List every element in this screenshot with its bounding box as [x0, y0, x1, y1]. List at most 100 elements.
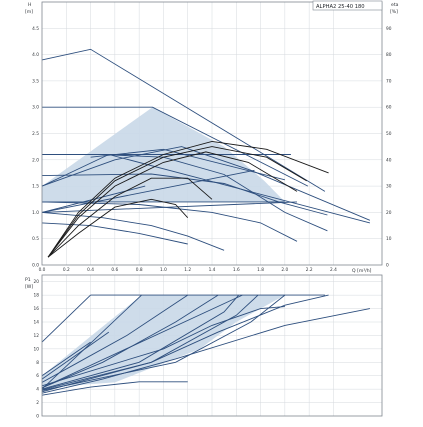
efficiency-axis-unit: [%] [390, 9, 398, 15]
x-tick-label: 1.6 [233, 267, 240, 273]
power-curve [41, 294, 286, 391]
y2-tick-label: 40 [386, 157, 392, 163]
y2-tick-label: 70 [386, 78, 392, 84]
y2-tick-label: 80 [386, 52, 392, 58]
y2-tick-label: 20 [386, 210, 392, 216]
y-tick-label: 0.0 [32, 263, 39, 269]
head-curves [41, 48, 371, 251]
efficiency-axis-symbol: eta [391, 2, 399, 8]
power-operating-area [42, 295, 285, 388]
x-tick-label: 1.0 [160, 267, 167, 273]
efficiency-curves [47, 140, 329, 258]
y-tick-label: 4 [36, 387, 39, 393]
y2-tick-label: 50 [386, 131, 392, 137]
head-curve [41, 173, 328, 216]
efficiency-curve [47, 140, 329, 258]
y-tick-label: 2 [36, 400, 39, 406]
power-plot-frame [41, 274, 383, 417]
power-curve [41, 294, 329, 393]
y2-tick-label: 30 [386, 184, 392, 190]
flow-axis-label: Q [m³/h] [352, 268, 372, 274]
control-line [41, 169, 255, 213]
model-label-box [312, 0, 383, 11]
y-tick-label: 4.0 [32, 52, 39, 58]
control-line [41, 154, 109, 187]
x-tick-label: 2.0 [281, 267, 288, 273]
y2-tick-label: 60 [386, 105, 392, 111]
efficiency-curve [47, 198, 189, 258]
head-curve [41, 211, 225, 251]
y2-tick-label: 10 [386, 236, 392, 242]
power-curve [41, 308, 370, 394]
y-tick-label: 10 [34, 346, 40, 352]
model-label: ALPHA2 25-40 180 [316, 4, 365, 10]
y-tick-label: 1.5 [32, 184, 39, 190]
head-plot-frame [41, 1, 383, 266]
power-axis-unit: [W] [25, 284, 33, 290]
y-tick-label: 0.5 [32, 236, 39, 242]
x-tick-label: 1.2 [184, 267, 191, 273]
power-curve [41, 294, 188, 383]
y-tick-label: 2.5 [32, 131, 39, 137]
head-x-tick-labels: 0.0 0.2 0.4 0.6 0.8 1.0 1.2 1.4 1.6 1.8 2.0 2.2 2.4 [39, 267, 338, 273]
y-tick-label: 0 [36, 414, 39, 420]
y-tick-label: 6 [36, 373, 39, 379]
control-line [41, 185, 146, 213]
y-tick-label: 8 [36, 360, 39, 366]
x-tick-label: 0.6 [111, 267, 118, 273]
head-axis-unit: [m] [25, 9, 33, 15]
power-curves [41, 294, 370, 396]
y-tick-label: 1.0 [32, 210, 39, 216]
head-panel: 0.0 0.2 0.4 0.6 0.8 1.0 1.2 1.4 1.6 1.8 2.0 2.2 2.4 … [25, 0, 399, 274]
y-tick-label: 20 [34, 279, 40, 285]
y-tick-label: 3.5 [32, 78, 39, 84]
efficiency-curve [47, 151, 298, 258]
head-curve [41, 222, 188, 245]
head-axis-symbol: H [28, 2, 31, 8]
power-curve [41, 381, 188, 396]
x-tick-label: 2.4 [330, 267, 337, 273]
head-y-tick-labels: 0.0 0.5 1.0 1.5 2.0 2.5 3.0 3.5 4.0 4.5 [32, 26, 39, 269]
x-tick-label: 0.8 [136, 267, 143, 273]
y-tick-label: 2.0 [32, 157, 39, 163]
head-curve [42, 106, 309, 187]
y2-tick-label: 90 [386, 26, 392, 32]
control-line [41, 201, 298, 213]
x-tick-label: 0.0 [39, 267, 46, 273]
y-tick-label: 4.5 [32, 26, 39, 32]
control-line [41, 341, 91, 377]
power-axis-symbol: P1 [25, 277, 31, 283]
y-tick-label: 18 [34, 293, 40, 299]
x-tick-label: 2.2 [306, 267, 313, 273]
y2-tick-label: 0 [386, 263, 389, 269]
power-curve [41, 294, 91, 343]
x-tick-label: 1.4 [209, 267, 216, 273]
power-curve [41, 306, 285, 387]
head-operating-area [42, 107, 285, 213]
operating-area-fill [42, 107, 285, 213]
power-panel: 0 2 4 6 8 10 12 14 16 18 20 P1 [W] [25, 274, 383, 420]
y-tick-label: 12 [34, 333, 40, 339]
x-tick-label: 0.4 [87, 267, 94, 273]
head-curve [41, 201, 298, 242]
power-curve [41, 294, 240, 390]
head-curve [41, 48, 326, 192]
head-curve [41, 146, 371, 221]
efficiency-curve [47, 177, 213, 258]
efficiency-curve [47, 146, 307, 258]
x-tick-label: 0.2 [63, 267, 70, 273]
control-line [41, 294, 243, 389]
upper-segment [90, 148, 286, 181]
control-line [41, 331, 110, 380]
power-curve [41, 294, 259, 391]
power-y-tick-labels: 0 2 4 6 8 10 12 14 16 18 20 [34, 279, 40, 419]
operating-area-fill [42, 295, 285, 388]
power-curve [41, 294, 219, 389]
efficiency-y-tick-labels: 0 10 20 30 40 50 60 70 80 90 [386, 26, 392, 269]
head-curve [42, 154, 328, 232]
x-tick-label: 1.8 [257, 267, 264, 273]
y-tick-label: 3.0 [32, 105, 39, 111]
y-tick-label: 14 [34, 320, 40, 326]
y-tick-label: 16 [34, 306, 40, 312]
